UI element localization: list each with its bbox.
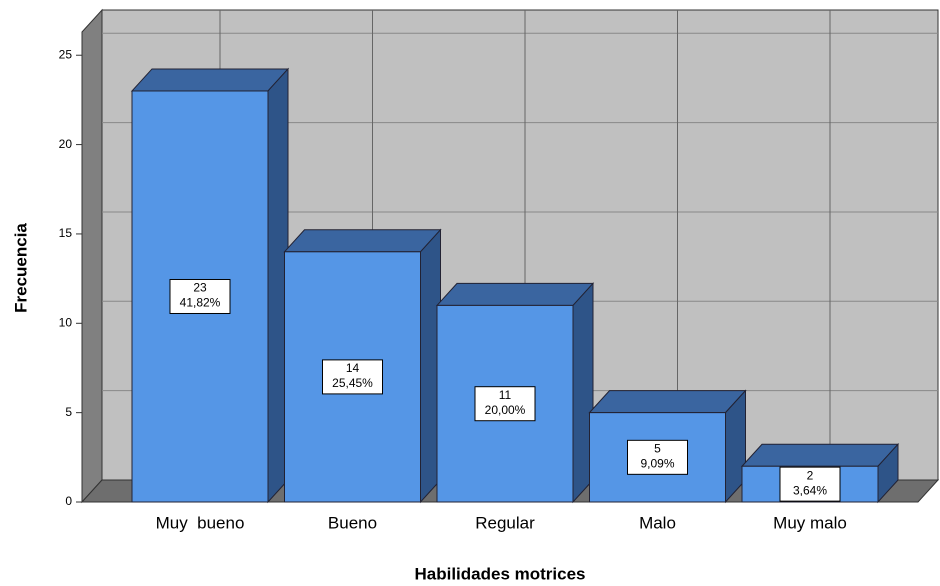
y-tick-label: 15 [59,226,73,240]
data-label-box [169,278,231,314]
data-label: 23 [193,281,207,295]
y-axis-title: Frecuencia [11,223,30,313]
data-label: 11 [499,388,512,402]
y-tick-label: 25 [59,47,73,61]
bar-top [740,443,900,467]
x-tick-label: Muy malo [773,513,847,532]
bar [131,90,269,503]
data-label-box [627,439,688,475]
data-label-percent: 20,00% [485,403,526,417]
bar-top [283,229,442,253]
data-label: 5 [654,441,661,455]
data-label-percent: 41,82% [180,296,221,310]
data-label-box [322,359,383,395]
x-tick-label: Malo [639,513,676,532]
bar-top [588,390,747,414]
left-wall [81,8,103,504]
x-tick-label: Bueno [328,513,377,532]
y-tick-label: 20 [59,137,73,151]
y-tick-label: 10 [59,315,73,329]
data-label-box [474,386,536,422]
data-label-box [779,466,841,502]
data-label-percent: 3,64% [793,483,827,497]
y-tick-label: 0 [65,494,72,508]
x-tick-label: Muy bueno [156,513,245,532]
bar-top [435,282,595,306]
x-axis-title: Habilidades motrices [414,564,585,583]
data-label-percent: 9,09% [640,456,674,470]
bar [589,412,726,503]
bar-top [130,68,290,92]
data-label: 14 [346,361,360,375]
y-tick-label: 5 [65,405,72,419]
x-tick-label: Regular [475,513,535,532]
data-label-percent: 25,45% [332,376,373,390]
data-label: 2 [807,468,814,482]
